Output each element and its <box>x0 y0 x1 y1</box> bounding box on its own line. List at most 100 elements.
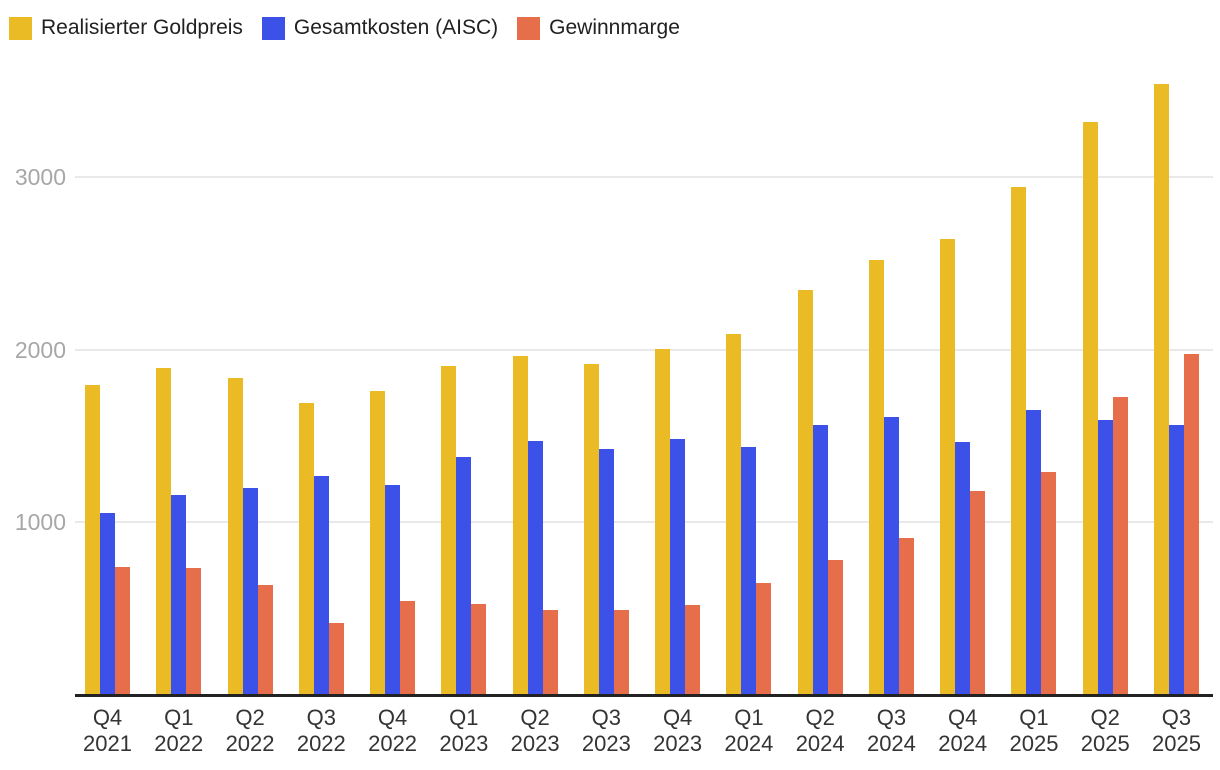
bar <box>298 403 314 695</box>
bar-group-q3-2025 <box>1153 0 1199 695</box>
x-tick-line: 2025 <box>1080 731 1130 756</box>
bar <box>542 609 558 695</box>
x-tick-line: Q3 <box>591 705 622 730</box>
legend-item-realisierter-goldpreis: Realisierter Goldpreis <box>9 16 243 40</box>
x-tick-line: Q1 <box>449 705 479 730</box>
bar <box>471 603 487 695</box>
legend-item-gesamtkosten-aisc: Gesamtkosten (AISC) <box>261 16 498 40</box>
x-tick-line: 2025 <box>1152 731 1201 756</box>
x-tick-line: 2023 <box>439 731 489 756</box>
bar <box>100 512 115 695</box>
x-tick-label-q1-2022: Q1 2022 <box>154 705 204 757</box>
bar <box>955 442 971 695</box>
bar <box>1082 121 1098 695</box>
x-tick-line: Q1 <box>734 705 764 730</box>
legend-swatch-gewinnmarge-icon <box>517 16 541 40</box>
bar <box>756 582 772 695</box>
bar <box>1112 396 1128 695</box>
x-tick-label-q4-2022: Q4 2022 <box>368 705 418 757</box>
bar <box>883 416 899 695</box>
x-tick-line: Q2 <box>520 705 550 730</box>
bar <box>1041 471 1057 695</box>
x-tick-line: 2022 <box>154 731 204 756</box>
bar <box>527 440 543 695</box>
legend-swatch-goldpreis-icon <box>9 16 32 40</box>
bar-group-q2-2024 <box>797 0 843 695</box>
x-tick-line: Q3 <box>876 705 907 730</box>
x-tick-line: 2024 <box>866 731 916 756</box>
bar <box>1153 83 1169 695</box>
bar <box>970 491 986 695</box>
x-tick-line: 2022 <box>225 731 275 756</box>
x-tick-line: Q2 <box>805 705 835 730</box>
bar-group-q4-2023 <box>655 0 701 695</box>
y-tick-label-2000: 2000 <box>14 336 66 363</box>
bar <box>186 567 202 695</box>
bar <box>1011 186 1027 695</box>
bar <box>868 260 884 695</box>
bar <box>242 488 258 695</box>
x-tick-line: 2023 <box>653 731 703 756</box>
bar <box>797 289 813 695</box>
bar <box>655 349 671 695</box>
x-tick-label-q1-2025: Q1 2025 <box>1009 705 1058 757</box>
x-tick-label-q4-2023: Q4 2023 <box>653 705 703 757</box>
x-tick-line: 2023 <box>510 731 560 756</box>
bar <box>313 475 329 695</box>
x-tick-label-q4-2021: Q4 2021 <box>83 705 132 757</box>
bar <box>1168 424 1184 695</box>
bar <box>812 425 828 695</box>
bar <box>898 538 914 695</box>
bar-group-q3-2022 <box>298 0 344 695</box>
bar <box>685 605 701 695</box>
gridline-3000 <box>75 175 1213 178</box>
x-axis-line <box>75 694 1213 697</box>
bar <box>400 601 416 695</box>
x-tick-line: Q1 <box>1019 705 1049 730</box>
gridline-2000 <box>75 348 1213 351</box>
x-tick-line: 2024 <box>724 731 774 756</box>
bar-group-q1-2023 <box>441 0 487 695</box>
bar <box>1026 409 1042 695</box>
bar <box>156 368 172 695</box>
bar-group-q1-2024 <box>726 0 772 695</box>
y-tick-label-1000: 1000 <box>14 509 66 536</box>
bar <box>726 334 742 695</box>
x-axis-labels: Q4 2021 Q1 2022 Q2 2022 Q3 2022 Q4 2022 Q1 2023 Q2 20… <box>83 705 1201 757</box>
y-tick-label-3000: 3000 <box>14 163 66 190</box>
x-tick-line: 2024 <box>938 731 988 756</box>
x-tick-label-q3-2023: Q3 2023 <box>582 705 631 757</box>
legend-item-gewinnmarge: Gewinnmarge <box>517 16 680 40</box>
x-tick-line: 2022 <box>368 731 418 756</box>
bars-container <box>85 0 1199 695</box>
x-tick-label-q3-2025: Q3 2025 <box>1152 705 1201 757</box>
bar-group-q2-2022 <box>227 0 273 695</box>
bar-group-q2-2023 <box>512 0 558 695</box>
x-tick-line: Q2 <box>1090 705 1120 730</box>
x-tick-line: Q3 <box>1161 705 1192 730</box>
legend-label-gewinnmarge: Gewinnmarge <box>549 16 680 39</box>
x-tick-label-q3-2022: Q3 2022 <box>296 705 346 757</box>
x-tick-line: 2022 <box>296 731 346 756</box>
bar-group-q1-2025 <box>1011 0 1057 695</box>
bar-group-q3-2024 <box>868 0 914 695</box>
x-tick-line: Q3 <box>306 705 336 730</box>
legend: Realisierter Goldpreis Gesamtkosten (AIS… <box>9 16 680 40</box>
x-tick-label-q2-2024: Q2 2024 <box>795 705 845 757</box>
x-tick-line: 2024 <box>795 731 845 756</box>
x-tick-label-q4-2024: Q4 2024 <box>938 705 988 757</box>
bar <box>741 446 757 695</box>
bar <box>171 495 187 695</box>
bar <box>583 363 599 695</box>
bar <box>227 378 243 695</box>
bar <box>827 559 843 695</box>
bar <box>456 457 472 695</box>
x-tick-label-q1-2023: Q1 2023 <box>439 705 489 757</box>
bar <box>1183 354 1199 695</box>
bar <box>85 384 100 695</box>
x-tick-line: Q4 <box>92 705 123 730</box>
bar-group-q4-2021 <box>85 0 130 695</box>
x-tick-line: Q4 <box>948 705 978 730</box>
bar <box>613 609 629 695</box>
